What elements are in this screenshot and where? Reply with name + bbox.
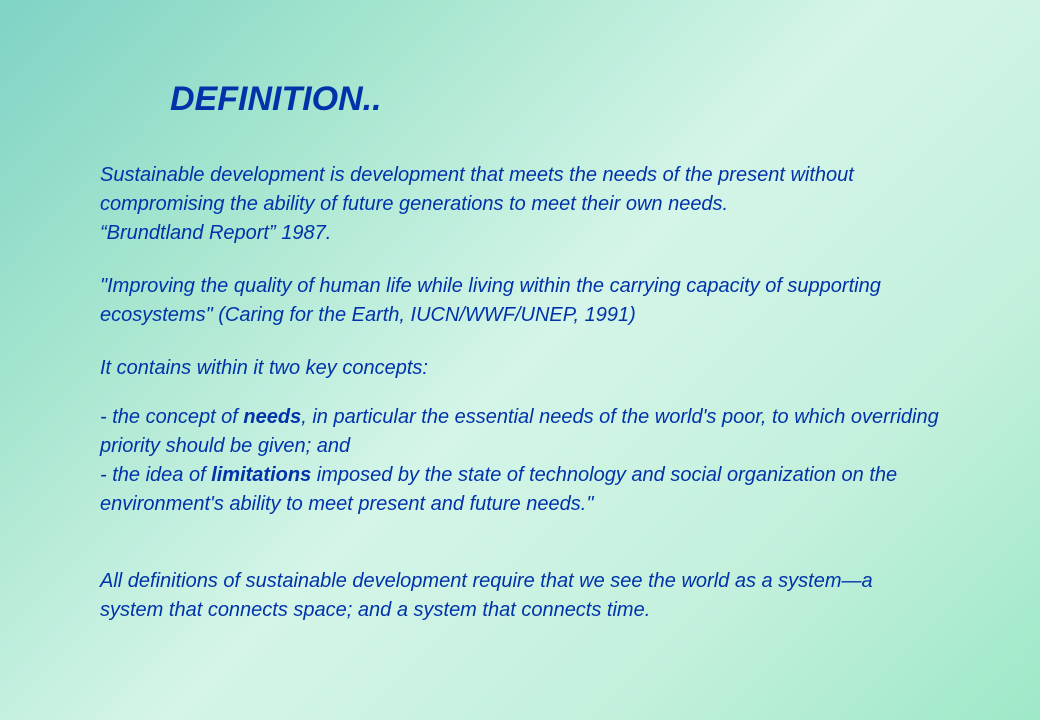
text-line: All definitions of sustainable developme…	[100, 570, 873, 621]
slide-title: DEFINITION..	[170, 80, 940, 119]
bold-word-needs: needs	[243, 406, 301, 428]
slide-container: DEFINITION.. Sustainable development is …	[0, 0, 1040, 720]
bullet-2: - the idea of limitations imposed by the…	[100, 461, 940, 519]
bullet-1: - the concept of needs, in particular th…	[100, 403, 940, 461]
paragraph-1: Sustainable development is development t…	[100, 161, 940, 248]
text-span: - the idea of	[100, 464, 211, 486]
paragraph-3: It contains within it two key concepts:	[100, 354, 940, 383]
text-span: - the concept of	[100, 406, 243, 428]
paragraph-2: "Improving the quality of human life whi…	[100, 272, 940, 330]
bold-word-limitations: limitations	[211, 464, 311, 486]
text-line: “Brundtland Report” 1987.	[100, 222, 331, 244]
slide-body: Sustainable development is development t…	[100, 161, 940, 625]
paragraph-6: All definitions of sustainable developme…	[100, 567, 940, 625]
text-line: It contains within it two key concepts:	[100, 357, 428, 379]
text-line: "Improving the quality of human life whi…	[100, 275, 881, 326]
text-line: Sustainable development is development t…	[100, 164, 854, 215]
